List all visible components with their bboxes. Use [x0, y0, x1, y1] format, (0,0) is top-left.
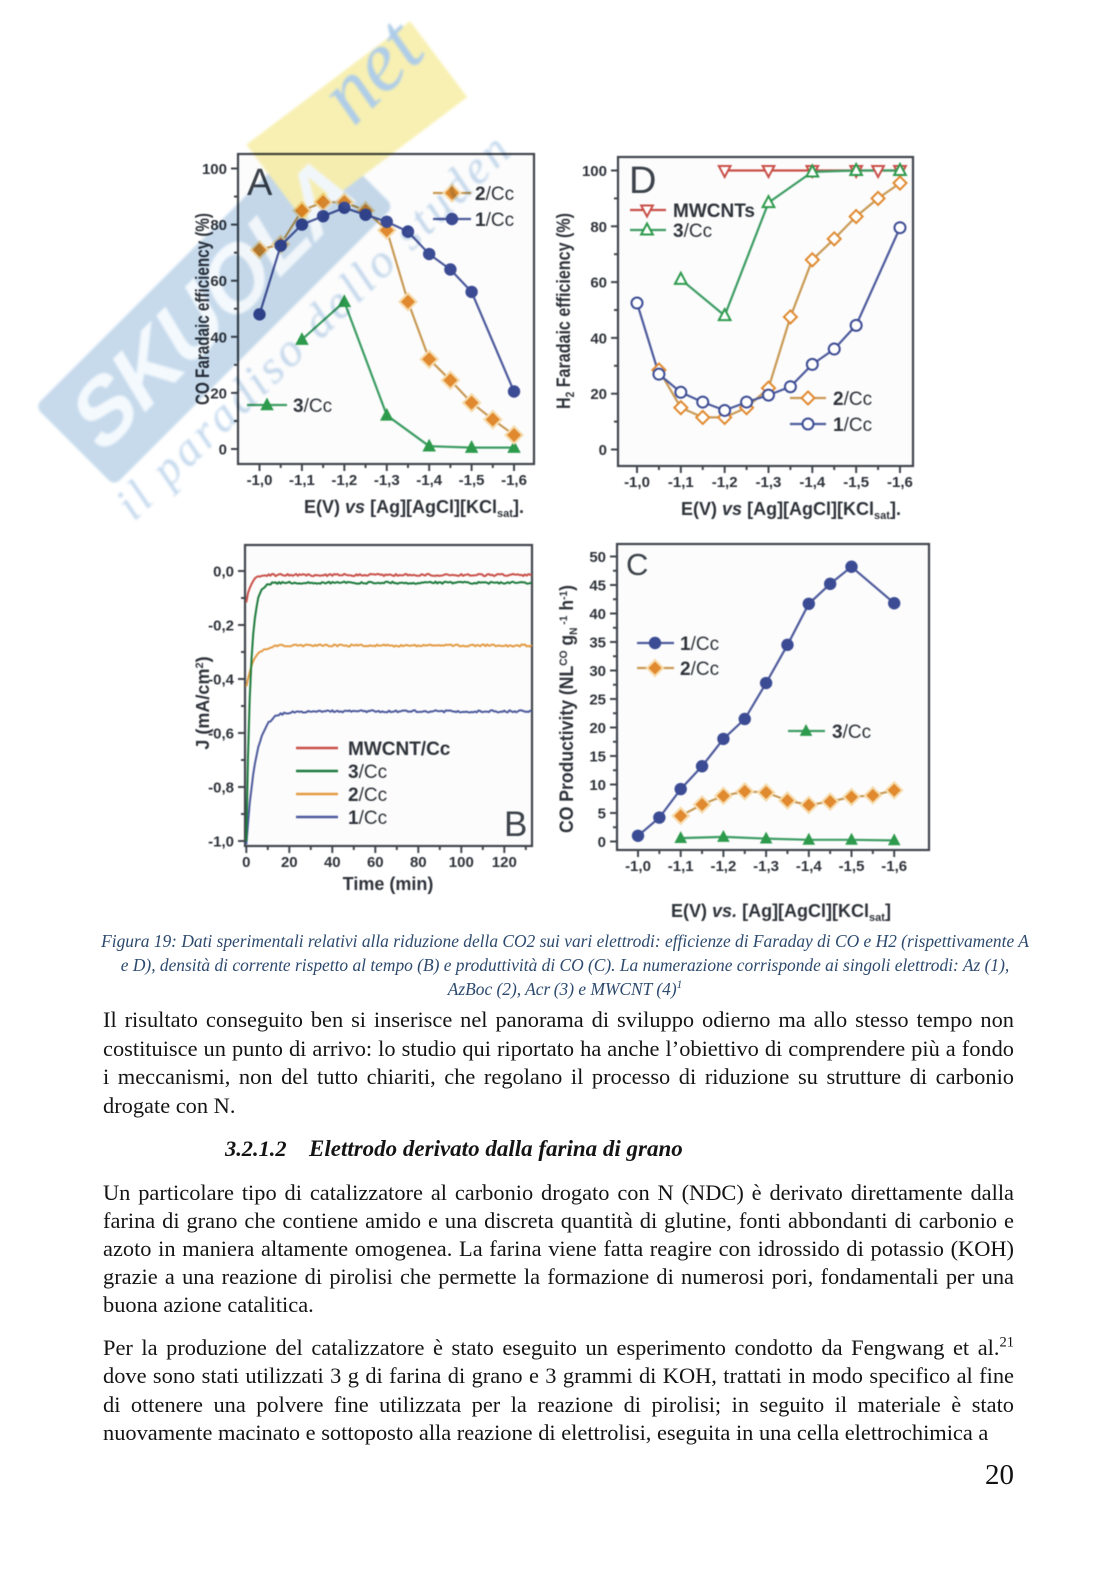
svg-text:10: 10	[589, 777, 606, 794]
svg-text:1/Cc: 1/Cc	[680, 634, 719, 655]
svg-text:-1,3: -1,3	[374, 472, 400, 489]
svg-text:60: 60	[590, 275, 607, 292]
svg-text:-1,6: -1,6	[501, 472, 527, 489]
svg-text:120: 120	[492, 854, 517, 871]
svg-text:80: 80	[590, 219, 607, 236]
svg-text:-0,6: -0,6	[208, 726, 234, 743]
svg-text:3/Cc: 3/Cc	[293, 396, 332, 417]
svg-text:0: 0	[598, 834, 606, 851]
svg-text:20: 20	[589, 720, 606, 737]
svg-text:0: 0	[219, 442, 227, 459]
svg-text:0: 0	[599, 442, 607, 459]
svg-text:-1,1: -1,1	[668, 474, 694, 491]
svg-text:-1,4: -1,4	[796, 858, 823, 875]
svg-text:-1,5: -1,5	[459, 472, 485, 489]
svg-text:-1,1: -1,1	[289, 472, 315, 489]
svg-text:E(V) vs [Ag][AgCl][KClsat].: E(V) vs [Ag][AgCl][KClsat].	[681, 499, 901, 522]
svg-text:-1,6: -1,6	[887, 474, 913, 491]
svg-text:-1,3: -1,3	[756, 474, 782, 491]
svg-text:Time (min): Time (min)	[343, 874, 434, 894]
svg-text:-1,4: -1,4	[416, 472, 443, 489]
svg-text:-1,5: -1,5	[839, 858, 865, 875]
svg-text:2/Cc: 2/Cc	[833, 389, 872, 410]
svg-text:3/Cc: 3/Cc	[673, 221, 712, 242]
svg-text:-0,8: -0,8	[208, 780, 234, 797]
svg-text:-1,2: -1,2	[331, 472, 357, 489]
svg-text:E(V) vs [Ag][AgCl][KClsat].: E(V) vs [Ag][AgCl][KClsat].	[304, 497, 524, 520]
svg-text:30: 30	[589, 663, 606, 680]
svg-text:2/Cc: 2/Cc	[348, 785, 387, 806]
svg-text:35: 35	[589, 635, 606, 652]
svg-text:-1,6: -1,6	[881, 858, 907, 875]
svg-text:B: B	[504, 805, 527, 844]
svg-text:20: 20	[590, 386, 607, 403]
svg-text:20: 20	[210, 385, 227, 402]
svg-text:1/Cc: 1/Cc	[475, 210, 514, 231]
svg-text:100: 100	[582, 163, 607, 180]
svg-text:0,0: 0,0	[213, 564, 234, 581]
svg-text:-1,4: -1,4	[799, 474, 826, 491]
svg-text:50: 50	[589, 549, 606, 566]
svg-text:-1,2: -1,2	[712, 474, 738, 491]
svg-text:2/Cc: 2/Cc	[680, 659, 719, 680]
svg-text:-1,3: -1,3	[753, 858, 779, 875]
svg-text:60: 60	[367, 854, 384, 871]
svg-text:-1,0: -1,0	[208, 834, 234, 851]
svg-text:80: 80	[410, 854, 427, 871]
svg-text:D: D	[629, 160, 656, 202]
svg-text:40: 40	[590, 330, 607, 347]
svg-text:100: 100	[449, 854, 474, 871]
svg-text:20: 20	[281, 854, 298, 871]
svg-text:E(V) vs. [Ag][AgCl][KClsat]: E(V) vs. [Ag][AgCl][KClsat]	[671, 901, 891, 924]
svg-text:100: 100	[202, 161, 227, 178]
svg-text:40: 40	[589, 606, 606, 623]
svg-text:-1,0: -1,0	[247, 472, 273, 489]
svg-text:C: C	[626, 547, 648, 582]
svg-text:3/Cc: 3/Cc	[832, 722, 871, 743]
svg-text:-1,0: -1,0	[625, 858, 651, 875]
svg-text:2/Cc: 2/Cc	[475, 184, 514, 205]
svg-text:MWCNTs: MWCNTs	[673, 201, 755, 222]
svg-text:MWCNT/Cc: MWCNT/Cc	[348, 739, 451, 760]
svg-text:-1,5: -1,5	[843, 474, 869, 491]
svg-text:15: 15	[589, 749, 606, 766]
svg-text:-0,2: -0,2	[208, 618, 234, 635]
svg-text:H2 Faradaic efficiency (%): H2 Faradaic efficiency (%)	[554, 213, 577, 409]
svg-text:0: 0	[242, 854, 250, 871]
svg-text:1/Cc: 1/Cc	[833, 415, 872, 436]
svg-text:3/Cc: 3/Cc	[348, 762, 387, 783]
svg-text:1/Cc: 1/Cc	[348, 808, 387, 829]
svg-text:-0,4: -0,4	[208, 672, 235, 689]
svg-text:5: 5	[598, 806, 606, 823]
svg-text:25: 25	[589, 692, 606, 709]
svg-text:J (mA/cm2): J (mA/cm2)	[193, 656, 213, 749]
svg-text:-1,2: -1,2	[710, 858, 736, 875]
svg-text:CO Productivity (NLCO gN -1 h-: CO Productivity (NLCO gN -1 h-1)	[557, 585, 580, 833]
svg-text:-1,1: -1,1	[668, 858, 694, 875]
svg-text:-1,0: -1,0	[624, 474, 650, 491]
svg-text:40: 40	[324, 854, 341, 871]
svg-text:45: 45	[589, 578, 606, 595]
svg-text:il paradiso dello studente: il paradiso dello studente	[0, 0, 523, 530]
